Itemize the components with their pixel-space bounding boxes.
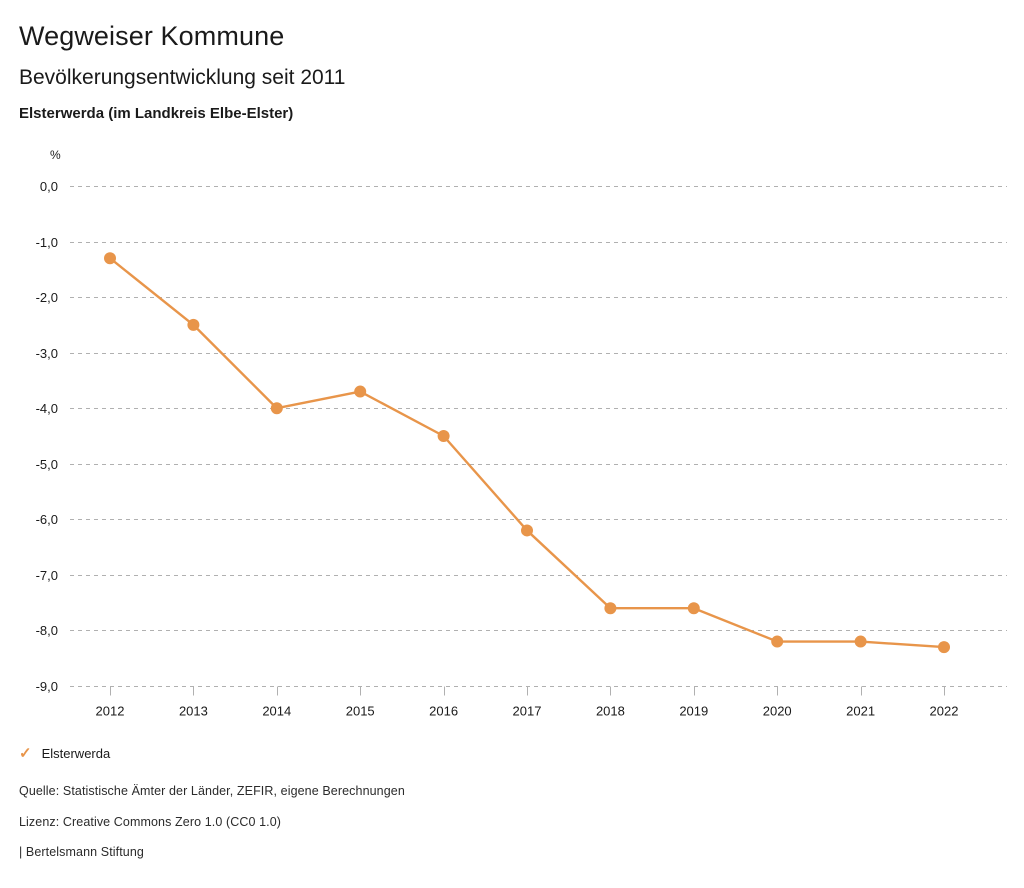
data-point[interactable] bbox=[687, 602, 700, 615]
chart-header: Wegweiser Kommune Bevölkerungsentwicklun… bbox=[19, 0, 1009, 122]
data-point[interactable] bbox=[437, 430, 450, 442]
x-axis-tick-label: 2020 bbox=[763, 704, 792, 719]
x-axis-tick-label: 2012 bbox=[96, 704, 125, 719]
x-axis-tick-label: 2017 bbox=[513, 704, 542, 719]
y-axis-labels-group: 0,0 -1,0 -2,0 -3,0 -4,0 -5,0 -6,0 -7,0 -8,0 -9,0 bbox=[36, 179, 58, 694]
legend-item-label: Elsterwerda bbox=[41, 745, 111, 761]
chart-location-title: Elsterwerda (im Landkreis Elbe-Elster) bbox=[19, 105, 294, 122]
y-axis-tick-label: -6,0 bbox=[36, 512, 58, 527]
line-chart: 0,0 -1,0 -2,0 -3,0 -4,0 -5,0 -6,0 -7,0 -8,0 -9,0 … bbox=[0, 140, 1024, 740]
chart-subtitle: Bevölkerungsentwicklung seit 2011 bbox=[19, 66, 346, 89]
x-axis-tick-label: 2019 bbox=[679, 704, 708, 719]
footer-publisher: | Bertelsmann Stiftung bbox=[19, 845, 144, 859]
x-axis-tick-label: 2016 bbox=[429, 704, 458, 719]
series-line bbox=[108, 257, 946, 649]
y-axis-unit-label: % bbox=[50, 148, 61, 162]
footer-license: Lizenz: Creative Commons Zero 1.0 (CC0 1… bbox=[19, 814, 282, 829]
gridlines-group bbox=[70, 186, 1007, 687]
axis-ticks-group bbox=[110, 686, 945, 696]
y-axis-tick-label: -5,0 bbox=[36, 457, 58, 472]
chart-footer: Quelle: Statistische Ämter der Länder, Z… bbox=[19, 785, 919, 877]
y-axis-tick-label: -1,0 bbox=[36, 235, 58, 250]
data-point[interactable] bbox=[187, 318, 200, 331]
chart-legend[interactable]: ✓ Elsterwerda bbox=[19, 744, 110, 762]
x-axis-tick-label: 2015 bbox=[346, 704, 375, 719]
data-point[interactable] bbox=[521, 524, 533, 537]
data-point[interactable] bbox=[270, 402, 283, 415]
y-axis-tick-label: -3,0 bbox=[36, 346, 58, 361]
y-axis-tick-label: -2,0 bbox=[36, 290, 58, 305]
x-axis-tick-label: 2018 bbox=[596, 704, 625, 719]
check-icon: ✓ bbox=[19, 744, 32, 762]
x-axis-tick-label: 2013 bbox=[179, 704, 208, 719]
footer-source: Quelle: Statistische Ämter der Länder, Z… bbox=[19, 784, 405, 798]
y-axis-tick-label: -7,0 bbox=[36, 568, 58, 583]
data-point[interactable] bbox=[604, 602, 617, 615]
x-axis-tick-label: 2022 bbox=[930, 704, 959, 719]
y-axis-tick-label: 0,0 bbox=[40, 179, 58, 194]
x-axis-tick-label: 2014 bbox=[262, 704, 291, 719]
data-point[interactable] bbox=[771, 635, 784, 648]
y-axis-tick-label: -4,0 bbox=[36, 401, 58, 416]
y-axis-tick-label: -8,0 bbox=[36, 623, 58, 638]
x-axis-labels-group: 2012 2013 2014 2015 2016 2017 2018 2019 2020 2021… bbox=[96, 704, 959, 719]
data-point[interactable] bbox=[938, 641, 950, 654]
x-axis-tick-label: 2021 bbox=[846, 704, 875, 719]
data-point[interactable] bbox=[854, 635, 867, 648]
chart-canvas: 0,0-1,0-2,0-3,0-4,0-5,0-6,0-7,0-8,0-9,0 … bbox=[36, 148, 1007, 719]
data-series-group bbox=[104, 252, 950, 654]
data-point[interactable] bbox=[104, 252, 116, 265]
y-axis-tick-label: -9,0 bbox=[36, 679, 58, 694]
page-title: Wegweiser Kommune bbox=[19, 21, 285, 51]
data-point[interactable] bbox=[354, 385, 367, 398]
